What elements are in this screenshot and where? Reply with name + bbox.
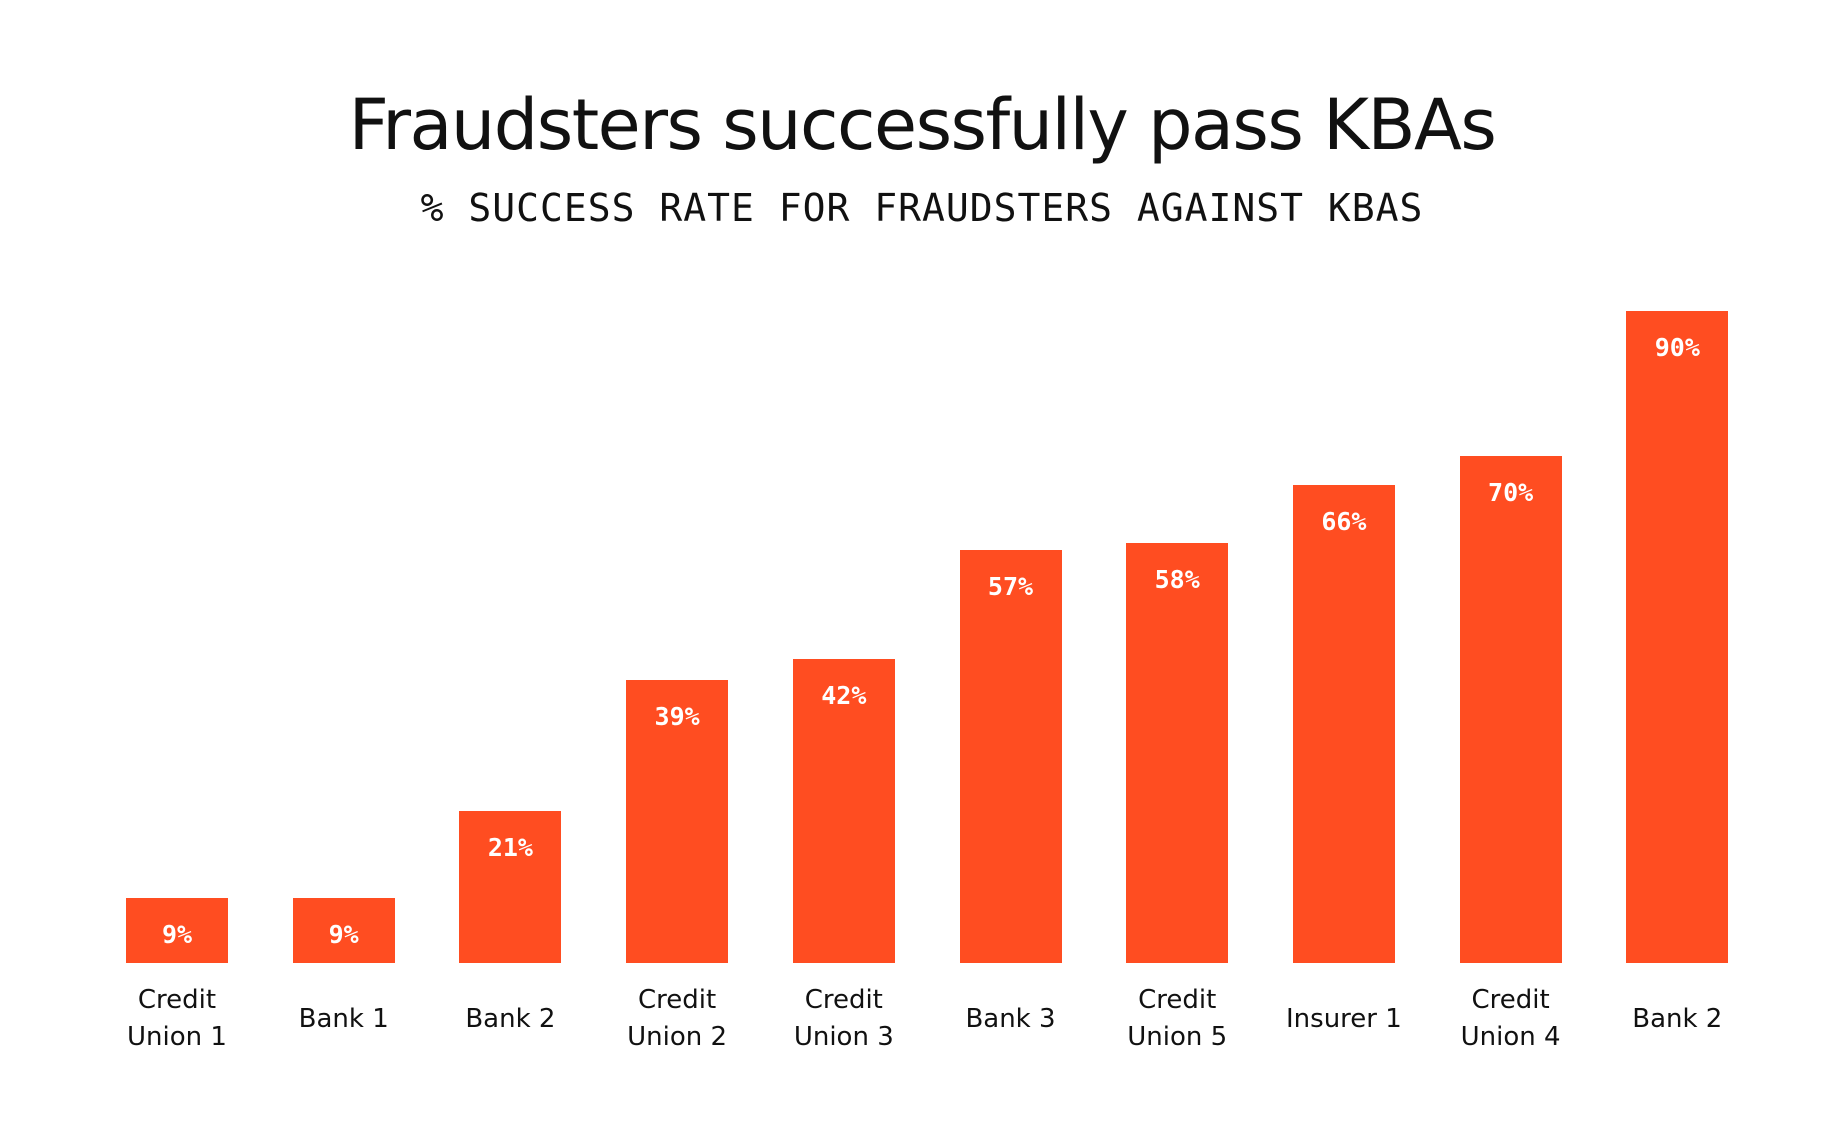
- value-label: 42%: [821, 680, 867, 710]
- value-label: 90%: [1654, 332, 1700, 362]
- bar: [1126, 542, 1229, 963]
- x-tick-label: Credit Union 2: [627, 985, 728, 1052]
- bar: [1626, 310, 1729, 963]
- bar: [126, 897, 228, 963]
- bar: [1292, 484, 1395, 963]
- bar: [626, 680, 729, 963]
- x-tick-label: Credit Union 4: [1460, 985, 1561, 1052]
- x-tick-label: Bank 2: [1632, 1003, 1723, 1034]
- value-label: 21%: [487, 832, 533, 862]
- x-tick-label: Insurer 1: [1286, 1003, 1402, 1034]
- x-tick-label: Bank 2: [465, 1003, 556, 1034]
- bar: [459, 810, 562, 963]
- value-label: 9%: [161, 919, 193, 949]
- value-label: 66%: [1321, 506, 1367, 536]
- x-tick-label: Credit Union 3: [793, 985, 894, 1052]
- x-tick-label: Credit Union 5: [1127, 985, 1228, 1052]
- x-tick-label: Bank 1: [298, 1003, 389, 1034]
- bar: [1459, 455, 1562, 963]
- chart-subtitle: % SUCCESS RATE FOR FRAUDSTERS AGAINST KB…: [420, 186, 1424, 230]
- chart-title: Fraudsters successfully pass KBAs: [348, 84, 1497, 166]
- value-label: 70%: [1488, 477, 1534, 507]
- value-label: 57%: [987, 571, 1034, 601]
- value-label: 9%: [328, 919, 359, 949]
- value-label: 58%: [1154, 564, 1200, 594]
- bar: [292, 897, 395, 963]
- value-label: 39%: [654, 702, 700, 732]
- x-tick-label: Bank 3: [965, 1003, 1056, 1034]
- x-tick-label: Credit Union 1: [127, 985, 227, 1052]
- bar: [792, 658, 895, 963]
- bar: [959, 549, 1062, 963]
